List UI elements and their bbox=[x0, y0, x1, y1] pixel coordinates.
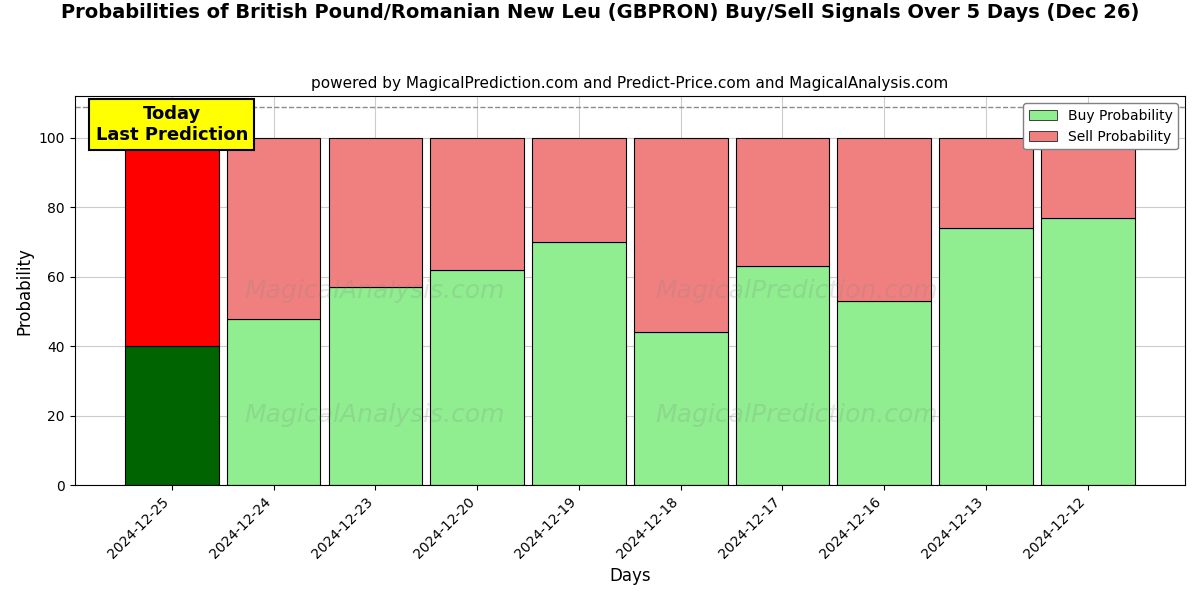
Bar bbox=[431, 138, 524, 270]
X-axis label: Days: Days bbox=[610, 567, 650, 585]
Bar bbox=[1040, 218, 1134, 485]
Bar bbox=[634, 138, 727, 332]
Text: Today
Last Prediction: Today Last Prediction bbox=[96, 105, 248, 144]
Legend: Buy Probability, Sell Probability: Buy Probability, Sell Probability bbox=[1024, 103, 1178, 149]
Bar bbox=[1040, 138, 1134, 218]
Bar bbox=[227, 319, 320, 485]
Text: Probabilities of British Pound/Romanian New Leu (GBPRON) Buy/Sell Signals Over 5: Probabilities of British Pound/Romanian … bbox=[61, 3, 1139, 22]
Bar bbox=[227, 138, 320, 319]
Bar bbox=[940, 228, 1033, 485]
Bar bbox=[838, 301, 931, 485]
Text: MagicalAnalysis.com: MagicalAnalysis.com bbox=[244, 403, 505, 427]
Bar bbox=[329, 138, 422, 287]
Bar bbox=[532, 138, 625, 242]
Text: MagicalPrediction.com: MagicalPrediction.com bbox=[655, 279, 937, 303]
Bar bbox=[736, 266, 829, 485]
Bar bbox=[940, 138, 1033, 228]
Title: powered by MagicalPrediction.com and Predict-Price.com and MagicalAnalysis.com: powered by MagicalPrediction.com and Pre… bbox=[311, 76, 948, 91]
Bar bbox=[532, 242, 625, 485]
Text: MagicalPrediction.com: MagicalPrediction.com bbox=[655, 403, 937, 427]
Bar bbox=[838, 138, 931, 301]
Y-axis label: Probability: Probability bbox=[16, 247, 34, 335]
Bar bbox=[125, 138, 218, 346]
Bar bbox=[736, 138, 829, 266]
Bar bbox=[431, 270, 524, 485]
Bar bbox=[125, 346, 218, 485]
Bar bbox=[634, 332, 727, 485]
Text: MagicalAnalysis.com: MagicalAnalysis.com bbox=[244, 279, 505, 303]
Bar bbox=[329, 287, 422, 485]
